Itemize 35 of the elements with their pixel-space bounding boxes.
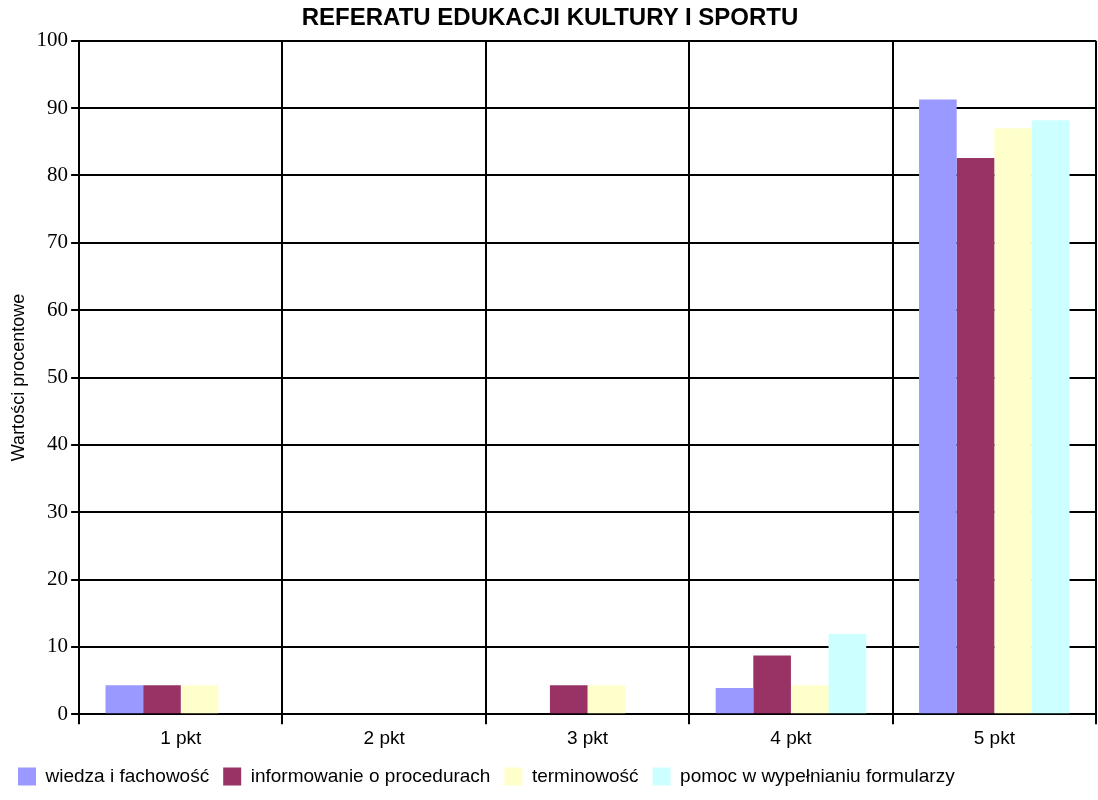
x-tick-label: 5 pkt [973,726,1016,748]
y-tick-label: 70 [47,229,69,254]
bar [956,157,995,714]
y-tick-label: 30 [47,498,69,523]
legend-label: terminowość [531,764,639,786]
legend-label: informowanie o procedurach [250,764,491,786]
y-tick-label: 80 [47,162,69,186]
y-tick-label: 50 [47,364,69,389]
y-tick-label: 20 [47,566,69,591]
y-tick-label: 90 [47,94,69,119]
bar [790,685,829,714]
x-tick-label: 2 pkt [363,726,406,748]
legend-label: pomoc w wypełnianiu formularzy [680,764,956,786]
legend-label: wiedza i fachowość [44,764,210,786]
y-tick-label: 0 [57,700,69,725]
y-tick-label: 60 [47,296,69,321]
bar [753,655,791,714]
bar [715,687,754,714]
bar [587,685,626,714]
chart-title: REFERATU EDUKACJI KULTURY I SPORTU [301,3,799,31]
y-tick-label: 100 [36,27,69,52]
bar [1031,120,1070,714]
bar [828,634,867,714]
y-tick-label: 40 [47,431,69,456]
y-tick-label: 10 [47,633,69,658]
x-tick-label: 1 pkt [160,726,203,748]
bar [919,99,957,714]
y-axis-title: Wartości procentowe [7,293,28,462]
bar [180,685,219,714]
x-tick-label: 3 pkt [566,726,609,748]
bar [105,685,144,714]
bar [143,685,181,714]
x-tick-label: 4 pkt [770,726,813,748]
bar [549,685,588,714]
bar [994,128,1032,714]
